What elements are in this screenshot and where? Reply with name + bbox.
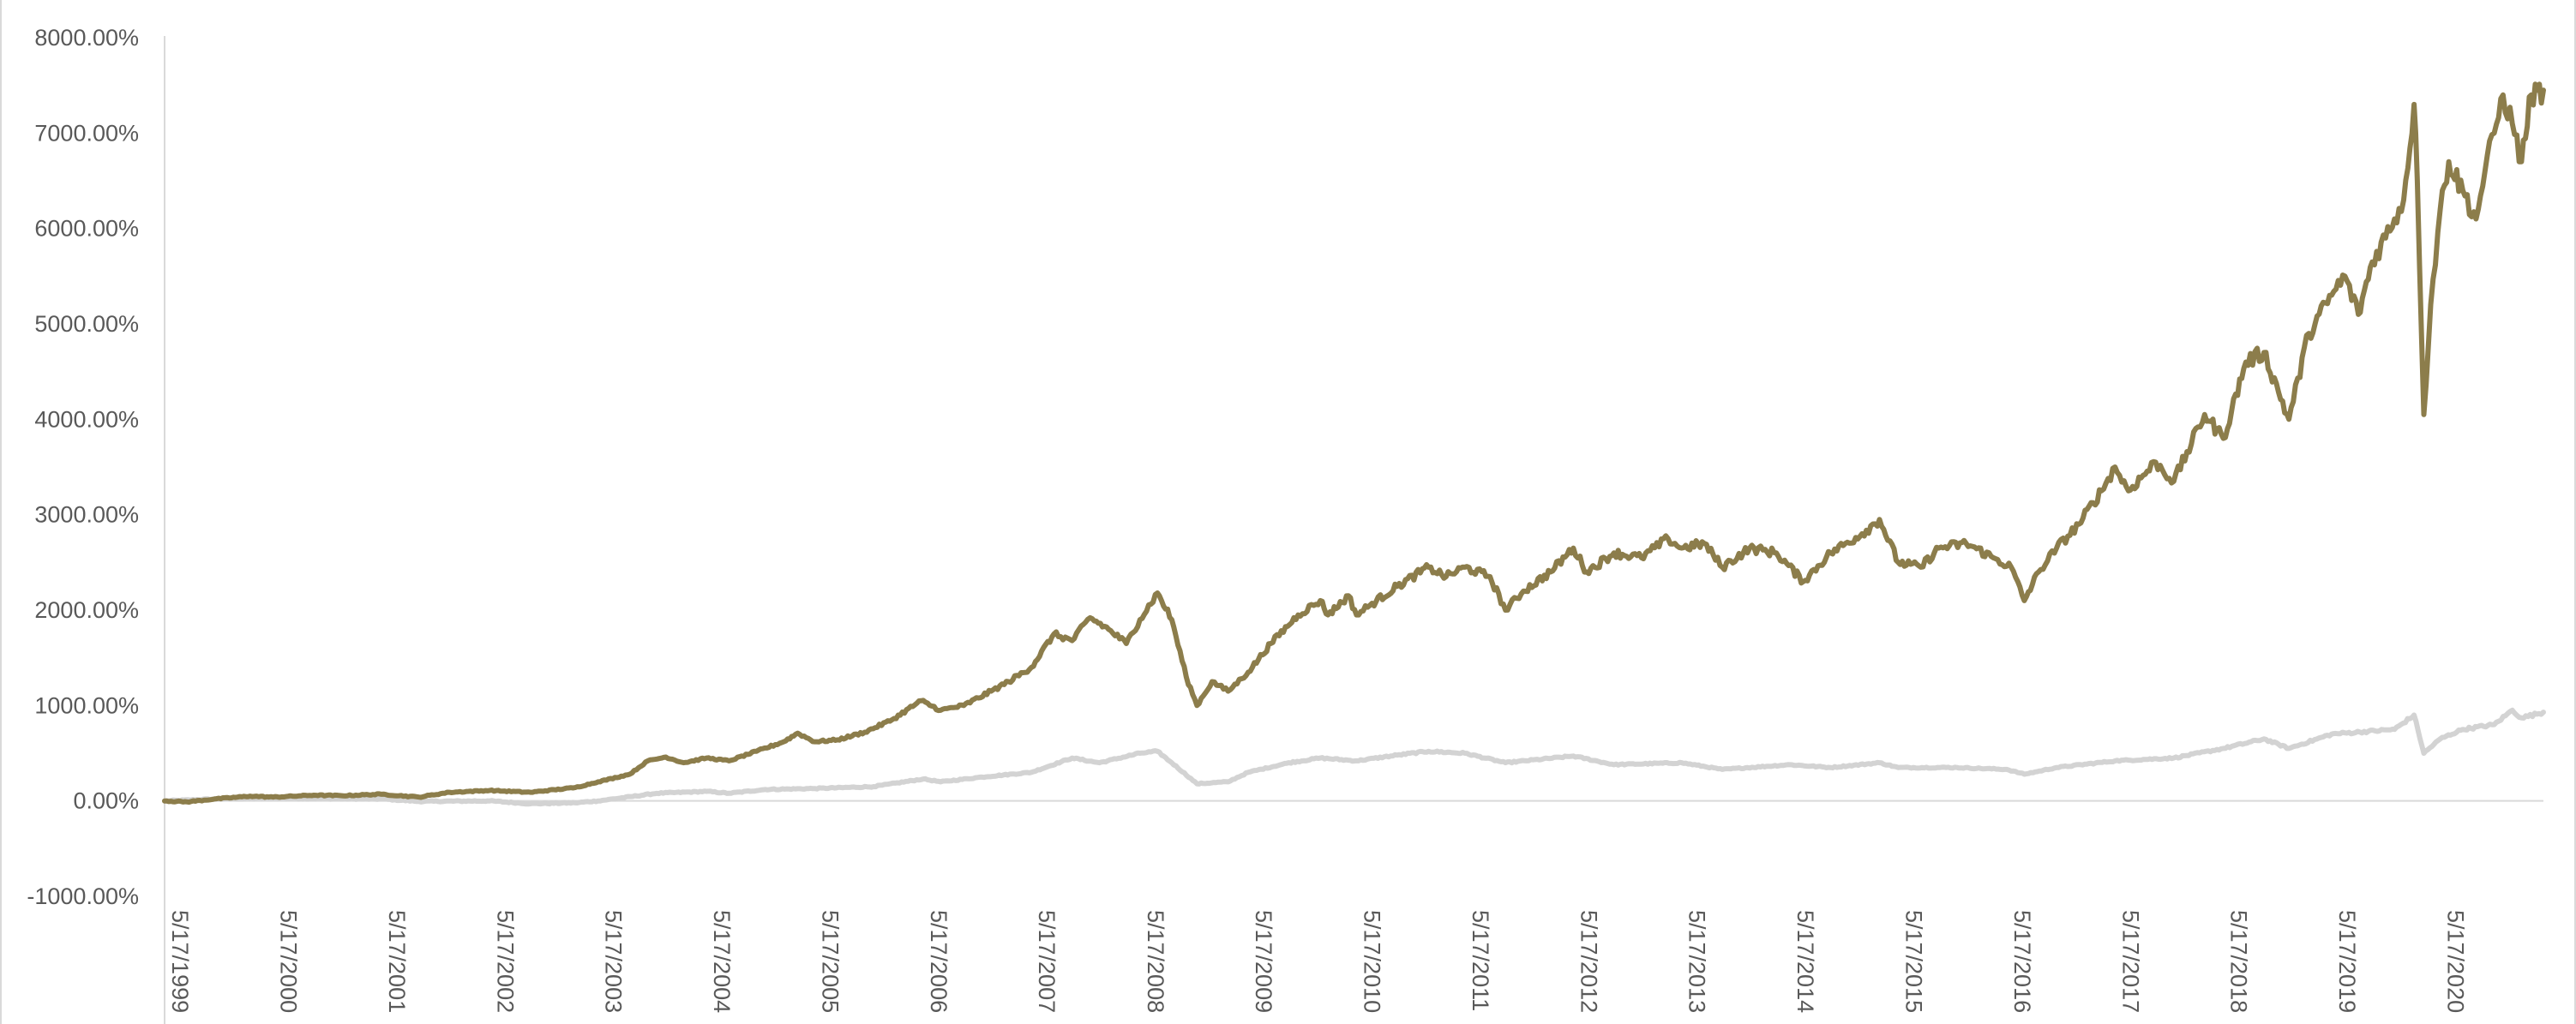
x-tick-label: 5/17/2014	[1792, 910, 1818, 1013]
x-tick-label: 5/17/2009	[1251, 910, 1276, 1013]
x-tick-label: 5/17/2008	[1143, 910, 1168, 1013]
y-tick-label: 5000.00%	[34, 311, 139, 337]
y-tick-label: 4000.00%	[34, 406, 139, 432]
x-tick-label: 5/17/2018	[2226, 910, 2252, 1013]
y-axis-ticks: -1000.00% 0.00% 1000.00% 2000.00% 3000.00% 40…	[27, 25, 139, 909]
x-tick-label: 5/17/2002	[492, 910, 518, 1013]
y-tick-label: 8000.00%	[34, 25, 139, 51]
x-tick-label: 5/17/2010	[1359, 910, 1384, 1013]
x-tick-label: 5/17/2000	[276, 910, 302, 1013]
x-tick-label: 5/17/2013	[1684, 910, 1710, 1013]
y-tick-label: 6000.00%	[34, 216, 139, 242]
x-tick-label: 5/17/2001	[384, 910, 410, 1013]
x-tick-label: 5/17/2005	[818, 910, 844, 1013]
x-tick-label: 5/17/2011	[1468, 910, 1493, 1011]
y-tick-label: 3000.00%	[34, 502, 139, 528]
y-tick-label: 2000.00%	[34, 597, 139, 623]
x-tick-label: 5/17/2006	[926, 910, 952, 1013]
x-tick-label: 5/17/2004	[709, 910, 735, 1013]
y-tick-label: 0.00%	[73, 788, 139, 814]
series-layer	[162, 81, 2546, 807]
x-tick-label: 5/17/2015	[1900, 910, 1926, 1013]
y-tick-label: 7000.00%	[34, 120, 139, 146]
x-tick-label: 5/17/2003	[601, 910, 627, 1013]
x-tick-label: 5/17/2019	[2334, 910, 2360, 1013]
x-tick-label: 5/17/2012	[1576, 910, 1601, 1013]
y-tick-label: -1000.00%	[27, 883, 139, 909]
y-tick-label: 1000.00%	[34, 692, 139, 718]
x-tick-label: 5/17/1999	[167, 910, 193, 1013]
series-line-secondary	[162, 707, 2546, 807]
x-tick-label: 5/17/2020	[2443, 910, 2469, 1013]
x-tick-label: 5/17/2007	[1034, 910, 1060, 1013]
x-tick-label: 5/17/2016	[2009, 910, 2035, 1013]
series-line-primary	[162, 81, 2546, 805]
x-tick-label: 5/17/2017	[2117, 910, 2143, 1013]
x-axis-ticks: 5/17/1999 5/17/2000 5/17/2001 5/17/2002 5/17…	[167, 910, 2469, 1013]
